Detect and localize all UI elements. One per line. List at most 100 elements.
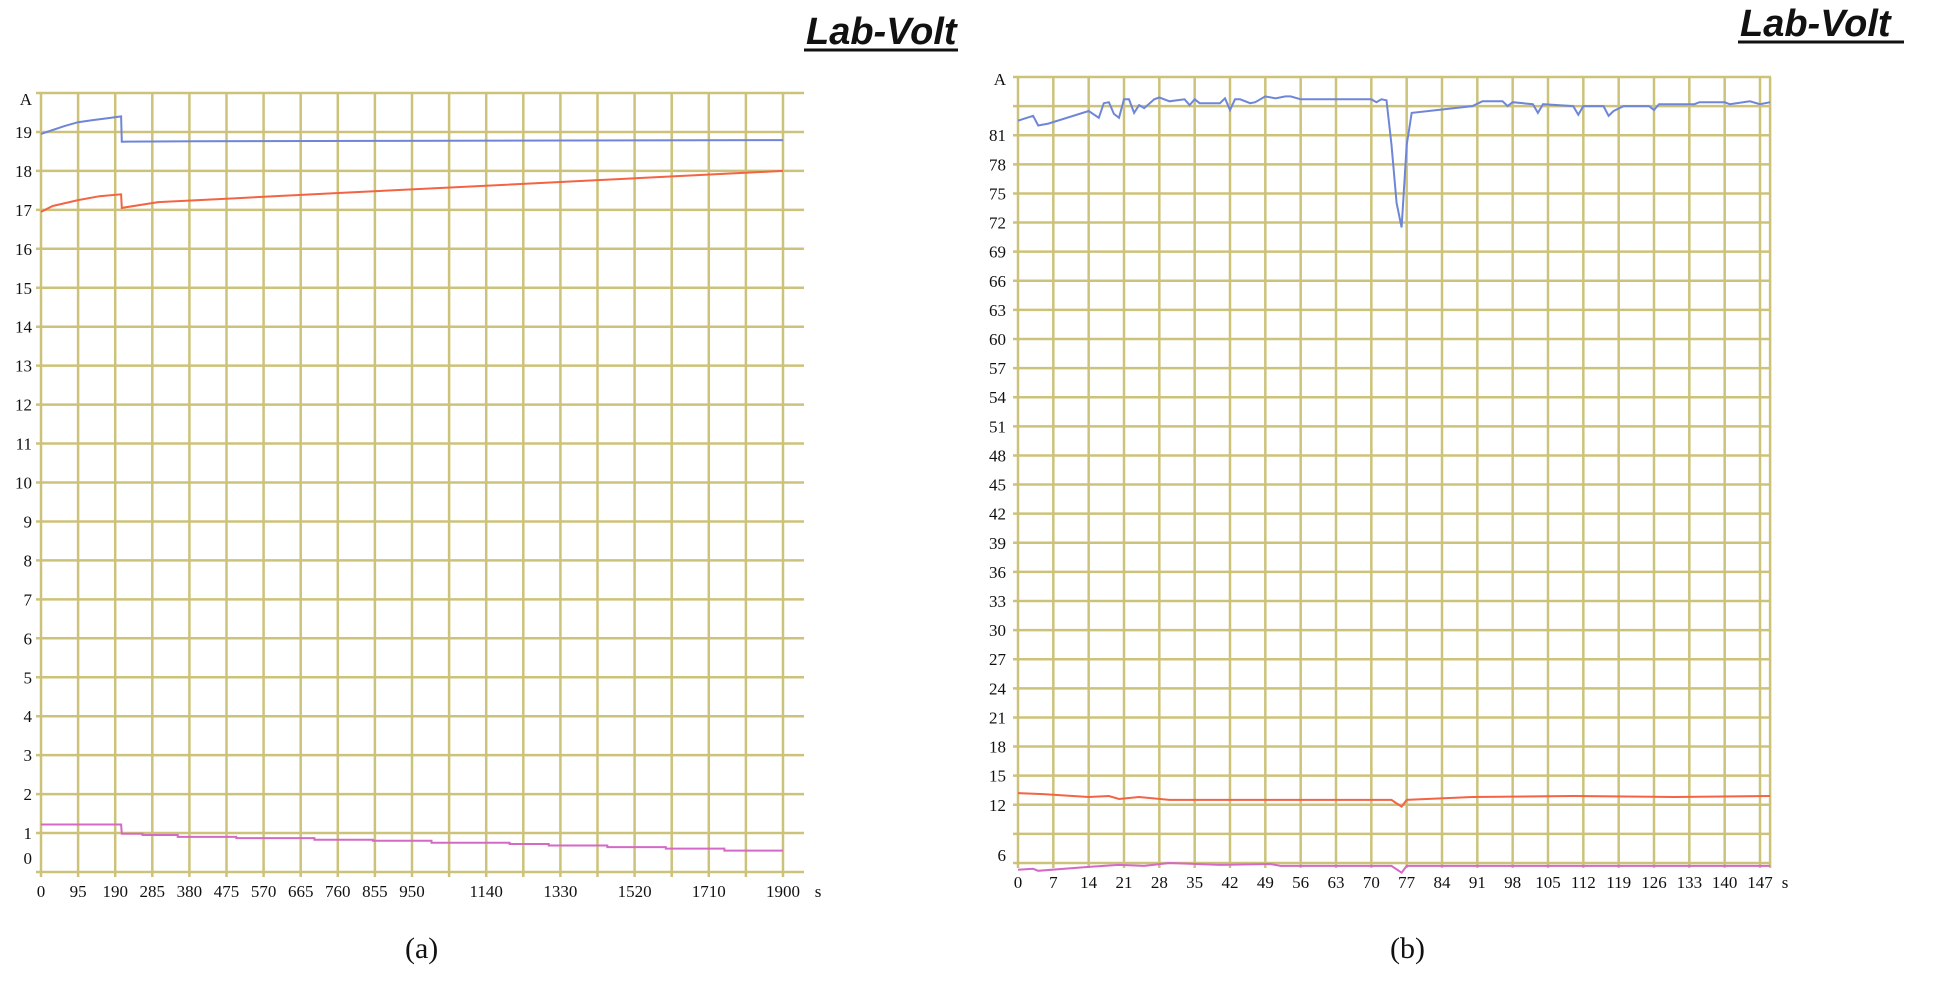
y-tick-label: 8 bbox=[24, 551, 33, 570]
x-tick-label: 77 bbox=[1398, 873, 1416, 892]
x-tick-label: 0 bbox=[1014, 873, 1023, 892]
logo-right-text: Lab-Volt bbox=[1740, 3, 1892, 45]
series-line-blue bbox=[1017, 95, 1771, 228]
y-tick-label: 3 bbox=[24, 746, 33, 765]
x-tick-label: 147 bbox=[1747, 873, 1773, 892]
y-tick-label: 51 bbox=[989, 417, 1006, 436]
x-tick-label: 950 bbox=[399, 882, 425, 901]
x-tick-label: 7 bbox=[1049, 873, 1058, 892]
y-tick-label: 18 bbox=[989, 738, 1006, 757]
y-tick-label: 21 bbox=[989, 708, 1006, 727]
y-tick-label: 12 bbox=[989, 796, 1006, 815]
x-tick-label: 35 bbox=[1186, 873, 1203, 892]
x-tick-label: 56 bbox=[1292, 873, 1309, 892]
y-tick-label: 54 bbox=[989, 388, 1007, 407]
y-tick-label: 45 bbox=[989, 476, 1006, 495]
y-tick-label: 12 bbox=[15, 396, 32, 415]
y-tick-label: 2 bbox=[24, 785, 33, 804]
caption-a: (a) bbox=[405, 932, 438, 965]
y-tick-label: 11 bbox=[16, 435, 32, 454]
logo-right: Lab-Volt bbox=[1738, 3, 1904, 45]
logo-left: Lab-Volt bbox=[804, 11, 958, 53]
y-tick-label: 30 bbox=[989, 621, 1006, 640]
series-line-red bbox=[1017, 792, 1771, 809]
x-tick-label: 95 bbox=[70, 882, 87, 901]
x-tick-label: 855 bbox=[362, 882, 388, 901]
x-axis-unit: s bbox=[1782, 873, 1789, 892]
y-tick-label: 48 bbox=[989, 446, 1006, 465]
x-tick-label: 105 bbox=[1535, 873, 1561, 892]
x-tick-label: 21 bbox=[1116, 873, 1133, 892]
x-tick-label: 119 bbox=[1606, 873, 1631, 892]
y-tick-label: 60 bbox=[989, 330, 1006, 349]
x-tick-label: 1710 bbox=[692, 882, 726, 901]
x-tick-label: 140 bbox=[1712, 873, 1738, 892]
y-tick-label: 63 bbox=[989, 301, 1006, 320]
x-tick-label: 28 bbox=[1151, 873, 1168, 892]
x-tick-label: 63 bbox=[1328, 873, 1345, 892]
y-tick-label: 10 bbox=[15, 474, 32, 493]
y-tick-label: 81 bbox=[989, 126, 1006, 145]
y-tick-label: 75 bbox=[989, 184, 1006, 203]
x-tick-label: 133 bbox=[1677, 873, 1703, 892]
x-tick-label: 49 bbox=[1257, 873, 1274, 892]
y-tick-label: 15 bbox=[15, 279, 32, 298]
y-tick-label: 7 bbox=[24, 590, 33, 609]
x-tick-label: 84 bbox=[1434, 873, 1452, 892]
y-tick-label: 14 bbox=[15, 318, 33, 337]
x-axis-unit: s bbox=[815, 882, 822, 901]
y-tick-label: 36 bbox=[989, 563, 1006, 582]
y-tick-label: 19 bbox=[15, 123, 32, 142]
x-tick-label: 1520 bbox=[618, 882, 652, 901]
x-tick-label: 91 bbox=[1469, 873, 1486, 892]
y-tick-label: 4 bbox=[24, 707, 33, 726]
x-tick-label: 1900 bbox=[766, 882, 800, 901]
y-tick-label: 15 bbox=[989, 767, 1006, 786]
x-tick-label: 665 bbox=[288, 882, 314, 901]
y-axis-unit: A bbox=[20, 90, 33, 109]
x-tick-label: 760 bbox=[325, 882, 351, 901]
x-tick-label: 570 bbox=[251, 882, 277, 901]
y-tick-label: 17 bbox=[15, 201, 33, 220]
y-tick-label: 1 bbox=[24, 824, 33, 843]
y-tick-label: 6 bbox=[998, 846, 1007, 865]
y-tick-label: 6 bbox=[24, 629, 33, 648]
series-line-magenta bbox=[41, 823, 783, 852]
y-tick-label: 9 bbox=[24, 512, 33, 531]
y-tick-label: 16 bbox=[15, 240, 32, 259]
x-tick-label: 285 bbox=[140, 882, 166, 901]
y-tick-label: 66 bbox=[989, 272, 1006, 291]
x-tick-label: 380 bbox=[177, 882, 203, 901]
x-tick-label: 126 bbox=[1641, 873, 1667, 892]
y-tick-label: 18 bbox=[15, 162, 32, 181]
y-tick-label: 42 bbox=[989, 505, 1006, 524]
x-tick-label: 190 bbox=[102, 882, 128, 901]
x-tick-label: 14 bbox=[1080, 873, 1098, 892]
y-tick-label: 13 bbox=[15, 357, 32, 376]
y-tick-label: 27 bbox=[989, 650, 1007, 669]
y-axis-unit: A bbox=[994, 70, 1007, 89]
y-tick-label: 57 bbox=[989, 359, 1007, 378]
y-tick-label: 72 bbox=[989, 214, 1006, 233]
x-tick-label: 1330 bbox=[543, 882, 577, 901]
chart-b: 6 12 15 18 21 24 27 30 33 36 39 42 45 48 51 54 57 60 63 66 6… bbox=[989, 70, 1788, 892]
series-line-magenta bbox=[1017, 861, 1771, 875]
y-tick-label: 0 bbox=[24, 849, 33, 868]
x-tick-label: 98 bbox=[1504, 873, 1521, 892]
caption-b: (b) bbox=[1390, 932, 1425, 965]
x-tick-label: 112 bbox=[1571, 873, 1596, 892]
y-tick-label: 39 bbox=[989, 534, 1006, 553]
y-tick-label: 33 bbox=[989, 592, 1006, 611]
x-tick-label: 70 bbox=[1363, 873, 1380, 892]
y-tick-label: 69 bbox=[989, 243, 1006, 262]
y-tick-label: 78 bbox=[989, 155, 1006, 174]
x-tick-label: 42 bbox=[1222, 873, 1239, 892]
x-tick-label: 1140 bbox=[470, 882, 503, 901]
series-line-red bbox=[40, 169, 784, 213]
y-tick-label: 5 bbox=[24, 668, 33, 687]
x-tick-label: 0 bbox=[37, 882, 46, 901]
logo-left-text: Lab-Volt bbox=[806, 11, 958, 53]
x-tick-label: 475 bbox=[214, 882, 240, 901]
